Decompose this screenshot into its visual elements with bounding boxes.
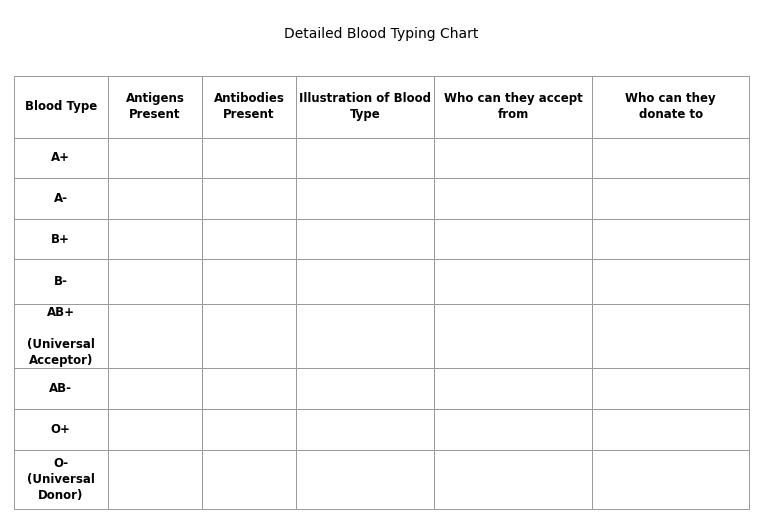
Bar [434,219,592,259]
Bar [592,219,749,259]
Text: AB-: AB- [50,382,72,395]
Bar [108,369,202,409]
Bar [296,449,434,509]
Bar [296,409,434,449]
Bar [108,138,202,178]
Bar [296,259,434,304]
Bar [296,138,434,178]
Bar [592,304,749,369]
Bar [434,449,592,509]
Bar [108,449,202,509]
Bar [108,219,202,259]
Bar [296,369,434,409]
Bar [296,178,434,219]
Bar [592,138,749,178]
Text: O+: O+ [51,423,71,436]
Bar [434,304,592,369]
Bar [202,76,296,138]
Bar [434,178,592,219]
Bar [202,449,296,509]
Bar [592,409,749,449]
Bar [14,449,108,509]
Text: Illustration of Blood
Type: Illustration of Blood Type [299,92,431,121]
Bar [434,259,592,304]
Bar [202,369,296,409]
Bar [202,178,296,219]
Bar [14,178,108,219]
Text: Blood Type: Blood Type [24,100,97,113]
Bar [296,219,434,259]
Bar [108,76,202,138]
Text: B+: B+ [51,233,70,245]
Text: A+: A+ [51,151,70,164]
Bar [202,219,296,259]
Bar [14,409,108,449]
Text: Antibodies
Present: Antibodies Present [214,92,285,121]
Bar [592,178,749,219]
Bar [592,449,749,509]
Bar [296,304,434,369]
Bar [434,369,592,409]
Bar [14,76,108,138]
Bar [296,76,434,138]
Bar [434,76,592,138]
Text: Who can they
donate to: Who can they donate to [625,92,716,121]
Bar [108,304,202,369]
Bar [434,138,592,178]
Bar [14,138,108,178]
Text: AB+

(Universal
Acceptor): AB+ (Universal Acceptor) [27,306,95,366]
Bar [592,259,749,304]
Bar [108,259,202,304]
Text: Detailed Blood Typing Chart: Detailed Blood Typing Chart [285,27,478,41]
Bar [14,369,108,409]
Bar [202,259,296,304]
Bar [202,304,296,369]
Bar [108,409,202,449]
Bar [14,259,108,304]
Text: B-: B- [54,275,68,288]
Text: A-: A- [54,192,68,205]
Text: Antigens
Present: Antigens Present [126,92,185,121]
Bar [592,76,749,138]
Bar [202,409,296,449]
Bar [592,369,749,409]
Bar [14,219,108,259]
Text: Who can they accept
from: Who can they accept from [444,92,582,121]
Text: O-
(Universal
Donor): O- (Universal Donor) [27,457,95,502]
Bar [434,409,592,449]
Bar [202,138,296,178]
Bar [14,304,108,369]
Bar [108,178,202,219]
